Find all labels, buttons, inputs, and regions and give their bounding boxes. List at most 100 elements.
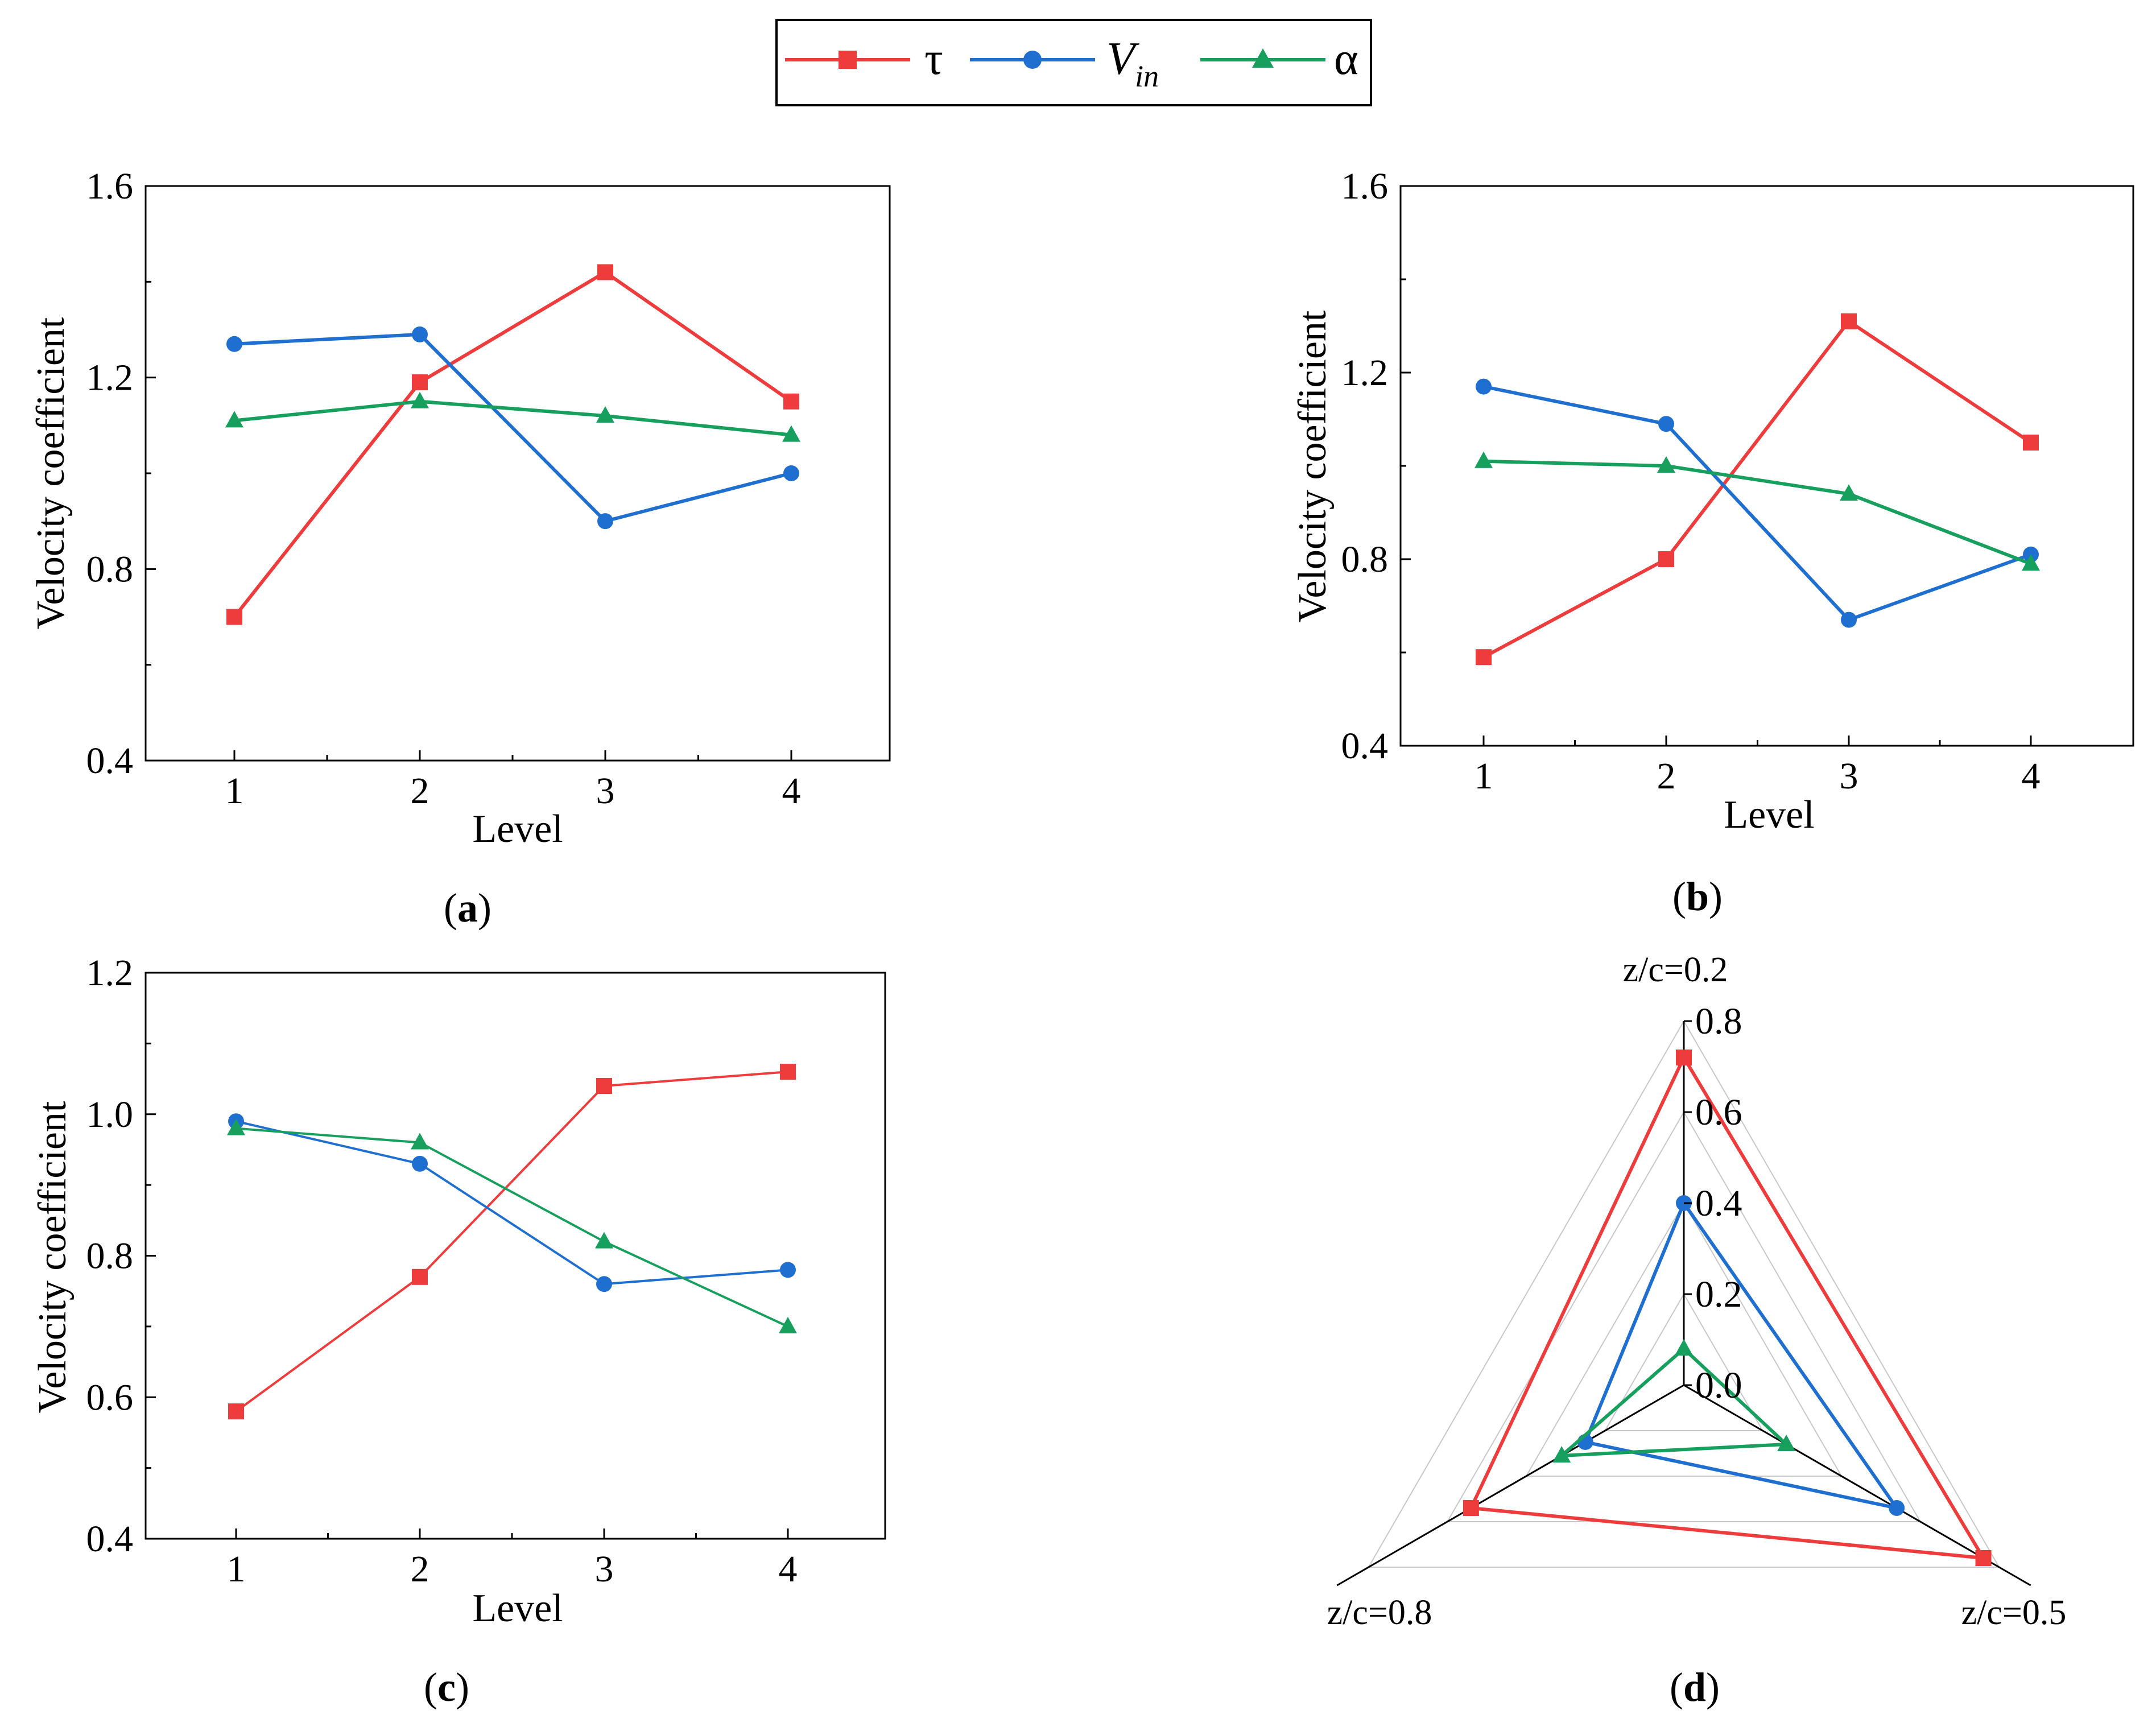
chart-b-xlabel: Level (1724, 793, 1814, 837)
chart-a-series-alpha-line (234, 399, 792, 437)
chart-b-xtick-label-0: 1 (1474, 755, 1493, 797)
chart-d-series-alpha-point-0 (1675, 1339, 1693, 1356)
chart-c-series-tau-point-1 (412, 1269, 428, 1285)
chart-a-series-vin-point-1 (412, 326, 428, 342)
chart-c-panel-label: (c) (424, 1664, 469, 1710)
chart-c-series-vin-point-2 (596, 1276, 612, 1292)
chart-b-series-vin-point-1 (1658, 416, 1674, 432)
chart-d-grid-ring-4 (1368, 1020, 2000, 1568)
chart-b-series-vin-line (1483, 385, 2032, 622)
chart-a-series (225, 264, 800, 625)
chart-a: 0.4 0.8 1.2 1.6 1 2 3 4 Level Velocity coeffic… (29, 166, 891, 931)
chart-d-rtick-label-4: 0.8 (1695, 1001, 1742, 1042)
chart-b-ytick-label-1: 0.8 (1341, 539, 1389, 580)
chart-c-xlabel: Level (472, 1587, 563, 1630)
chart-a-xtick-label-0: 1 (225, 770, 244, 812)
chart-c-series-tau-line (235, 1071, 788, 1412)
chart-d-grid-ring-1 (1604, 1292, 1764, 1431)
chart-c-xtick-label-2: 3 (595, 1548, 614, 1590)
chart-c-xticks: 1 2 3 4 (227, 1528, 798, 1590)
chart-a-ytick-label-2: 1.2 (86, 357, 134, 399)
chart-b-series-alpha-point-0 (1474, 451, 1493, 468)
chart-a-series-tau-point-0 (226, 609, 242, 625)
chart-d-spokes (1336, 1021, 2031, 1587)
chart-d-spoke-1 (1683, 1384, 2031, 1587)
chart-c-series-vin-line (236, 1120, 788, 1286)
chart-c-series (227, 1064, 797, 1420)
chart-b-ylabel: Velocity coefficient (1291, 310, 1335, 622)
chart-d-rtick-label-3: 0.6 (1695, 1092, 1742, 1133)
chart-d-series-alpha-point-1 (1777, 1435, 1796, 1451)
chart-a-series-vin-point-3 (783, 465, 799, 481)
chart-b-xtick-label-3: 4 (2022, 755, 2041, 797)
chart-d-panel-label: (d) (1670, 1664, 1720, 1710)
chart-c-series-vin-point-1 (412, 1155, 428, 1172)
chart-c-series-tau-point-0 (228, 1403, 244, 1420)
chart-b-series (1474, 313, 2040, 666)
chart-b-xtick-label-2: 3 (1840, 755, 1858, 797)
chart-a-xticks: 1 2 3 4 (225, 750, 801, 812)
svg-text:Vin: Vin (1106, 32, 1159, 93)
chart-d-axis-label-1: z/c=0.5 (1961, 1593, 2067, 1632)
chart-d-series-tau-point-2 (1463, 1500, 1479, 1516)
chart-d-series (1463, 1050, 1992, 1566)
chart-a-ytick-label-0: 0.4 (86, 740, 134, 782)
legend-entry-vin: Vin (970, 32, 1159, 93)
chart-d-series-vin-point-1 (1889, 1500, 1905, 1516)
legend-label-vin: V (1106, 32, 1139, 84)
chart-a-series-alpha-point-2 (596, 406, 614, 423)
chart-d-series-alpha-point-2 (1552, 1446, 1571, 1463)
chart-d-rtick-label-0: 0.0 (1695, 1365, 1742, 1406)
chart-a-yticks: 0.4 0.8 1.2 1.6 (86, 166, 156, 782)
chart-d-rtick-label-1: 0.2 (1695, 1274, 1742, 1315)
chart-c: 0.4 0.6 0.8 1.0 1.2 1 2 3 4 Level Velocity coef… (31, 952, 886, 1710)
chart-a-series-alpha-point-1 (411, 391, 429, 408)
chart-d: 0.00.20.40.60.8 z/c=0.2 z/c=0.5 z/c=0.8 … (1327, 951, 2067, 1710)
chart-b: 0.4 0.8 1.2 1.6 1 2 3 4 Level Velocity coeffic… (1291, 166, 2134, 919)
legend-entry-alpha: α (1200, 32, 1358, 84)
chart-c-ylabel: Velocity coefficient (31, 1101, 75, 1413)
chart-b-xticks: 1 2 3 4 (1474, 736, 2041, 797)
chart-c-series-vin-point-3 (780, 1262, 796, 1278)
chart-a-ytick-label-1: 0.8 (86, 548, 134, 590)
chart-b-series-alpha-line (1483, 459, 2032, 566)
chart-c-series-alpha-line (236, 1127, 788, 1328)
chart-a-ytick-label-3: 1.6 (86, 166, 134, 207)
chart-d-series-vin-line (1583, 1199, 1901, 1511)
chart-c-ytick-label-3: 1.0 (86, 1094, 134, 1135)
chart-a-series-alpha-point-3 (782, 425, 800, 442)
chart-b-series-tau-point-1 (1658, 551, 1674, 567)
chart-c-xtick-label-0: 1 (227, 1548, 246, 1590)
chart-b-series-alpha-point-1 (1657, 456, 1675, 473)
chart-a-ylabel: Velocity coefficient (29, 317, 73, 629)
chart-d-axis-label-2: z/c=0.8 (1327, 1593, 1432, 1632)
chart-d-grid-ring-2 (1525, 1202, 1843, 1477)
chart-c-yticks: 0.4 0.6 0.8 1.0 1.2 (86, 952, 156, 1560)
legend: τ Vin α (775, 19, 1372, 106)
chart-a-series-tau-line (233, 270, 792, 618)
chart-c-xtick-label-3: 4 (779, 1548, 798, 1590)
chart-d-rtick-label-2: 0.4 (1695, 1183, 1742, 1224)
chart-d-grid (1368, 1020, 2000, 1568)
chart-b-ytick-label-0: 0.4 (1341, 725, 1389, 767)
chart-b-series-vin-point-0 (1476, 378, 1492, 395)
chart-b-yticks: 0.4 0.8 1.2 1.6 (1341, 166, 1411, 767)
chart-c-series-alpha-point-3 (779, 1316, 797, 1333)
chart-a-frame (144, 185, 891, 762)
chart-c-frame (144, 972, 886, 1540)
chart-a-series-alpha-point-0 (225, 411, 243, 428)
chart-d-series-alpha-line (1556, 1346, 1791, 1458)
chart-d-series-tau-line (1468, 1054, 1987, 1560)
chart-a-xtick-label-3: 4 (782, 770, 801, 812)
chart-a-xtick-label-1: 2 (411, 770, 429, 812)
legend-box (775, 19, 1372, 106)
chart-c-ytick-label-2: 0.8 (86, 1236, 134, 1277)
chart-b-series-alpha-point-2 (1840, 484, 1858, 501)
chart-a-series-tau-point-1 (412, 374, 428, 391)
chart-b-panel-label: (b) (1672, 874, 1723, 919)
chart-b-series-tau-point-0 (1476, 649, 1492, 666)
chart-b-ytick-label-2: 1.2 (1341, 352, 1389, 394)
chart-b-series-tau-line (1482, 319, 2032, 659)
chart-c-ytick-label-0: 0.4 (86, 1518, 134, 1560)
